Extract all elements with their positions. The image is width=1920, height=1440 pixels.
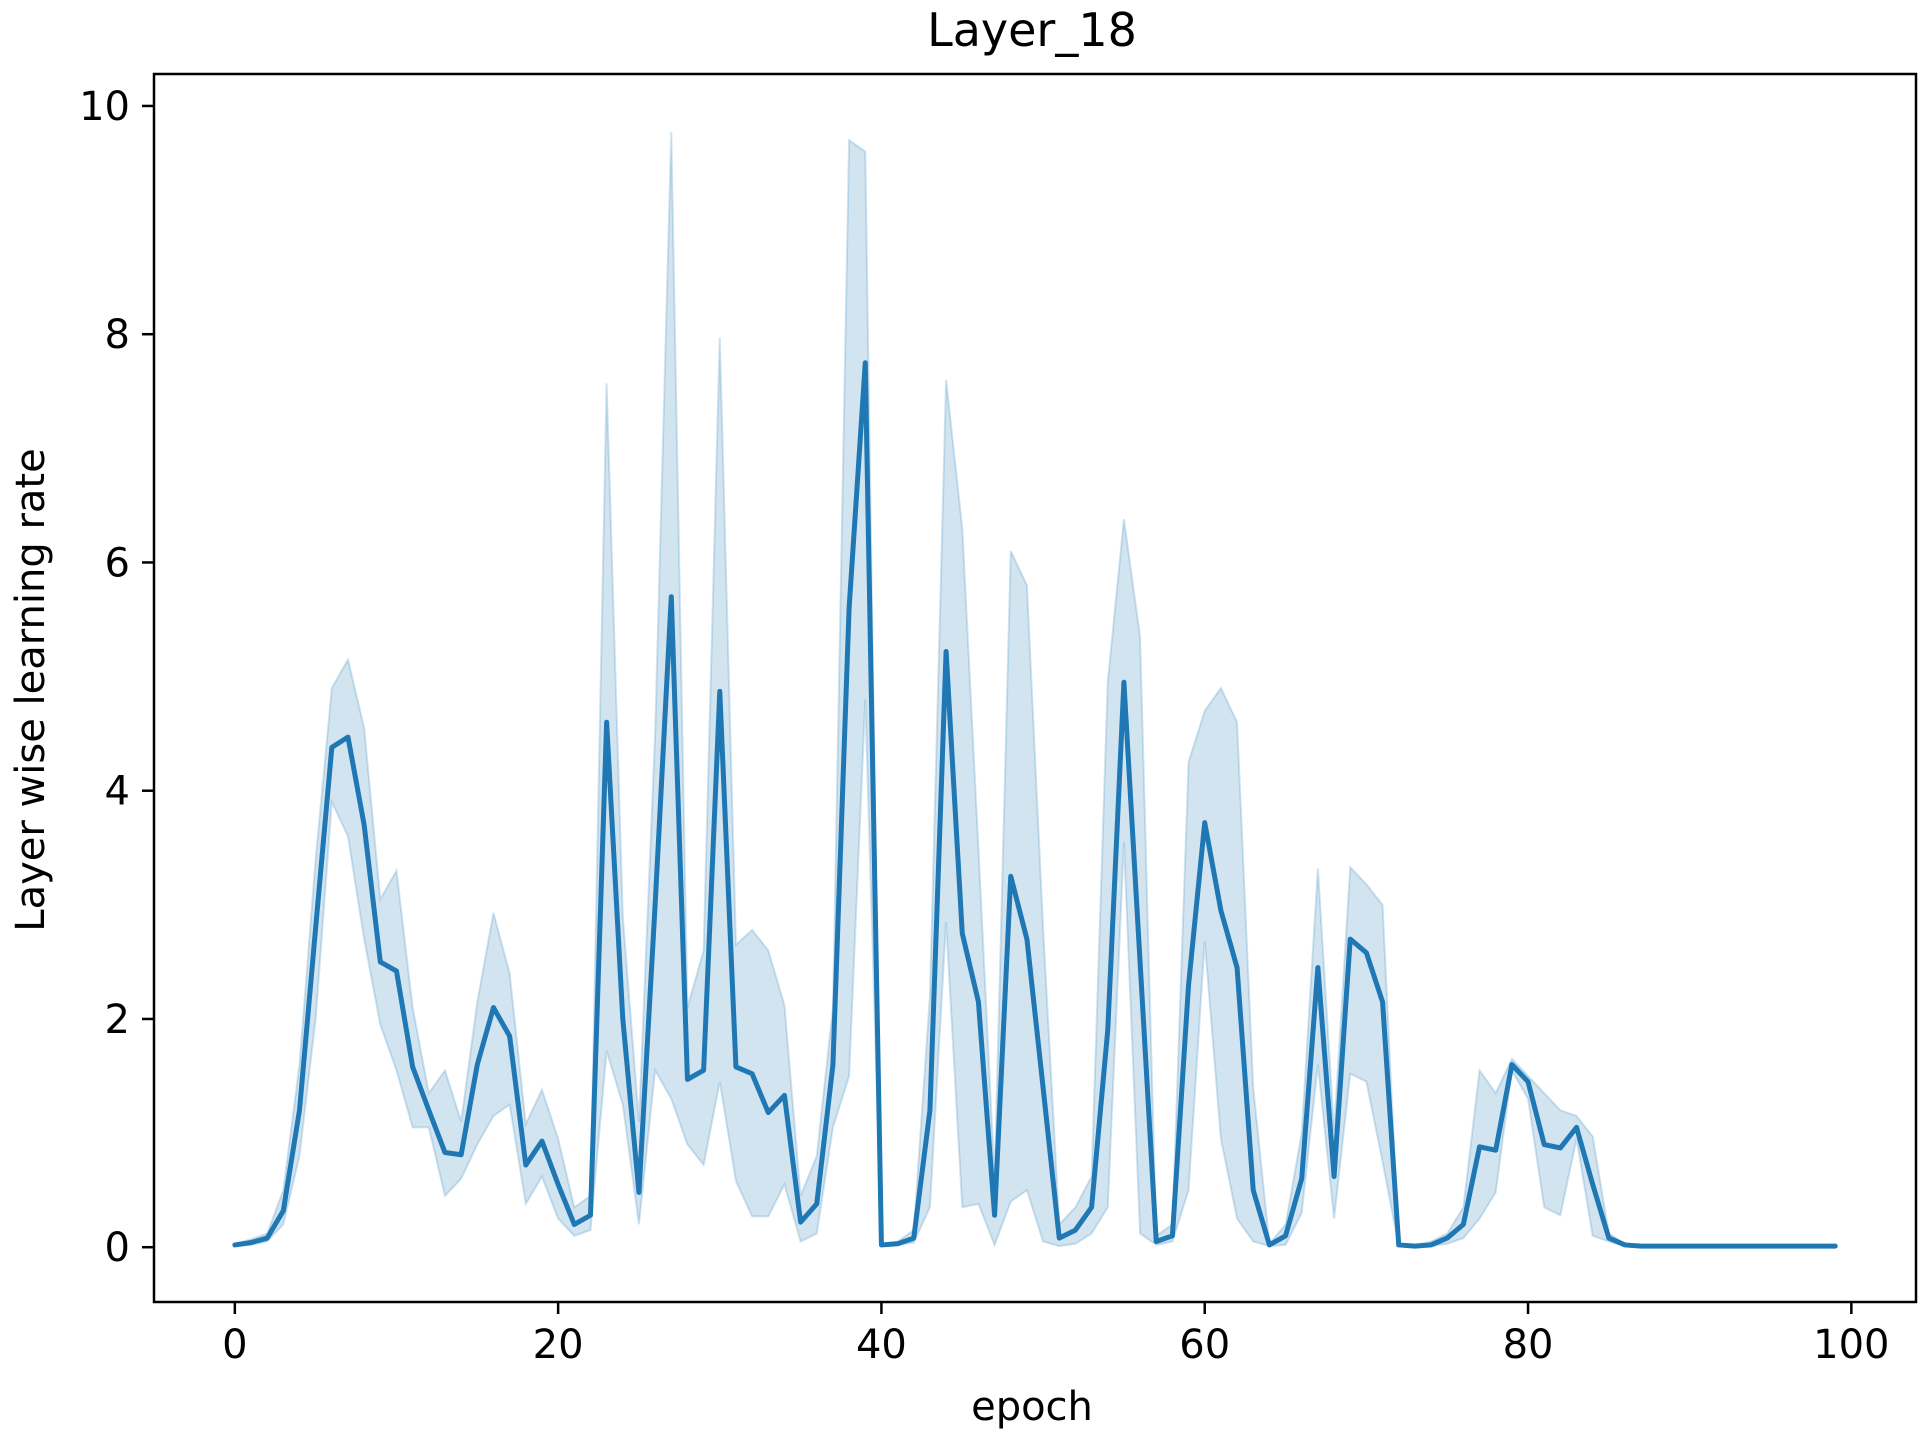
y-tick-label: 6 (105, 540, 130, 586)
axes: 0 20 40 60 80 100 0 2 4 6 8 10 (79, 72, 1918, 1368)
y-tick-label: 8 (105, 312, 130, 358)
y-tick-label: 2 (105, 997, 130, 1043)
x-tick-label: 80 (1503, 1322, 1554, 1368)
axes-frame (152, 72, 1918, 1304)
plot-area (232, 132, 1838, 1249)
x-tick-label: 20 (533, 1322, 584, 1368)
x-axis-label: epoch (971, 1384, 1093, 1430)
y-tick-label: 10 (79, 84, 130, 130)
series-line (232, 360, 1838, 1249)
y-axis-label: Layer wise learning rate (8, 448, 54, 931)
x-tick-label: 60 (1179, 1322, 1230, 1368)
x-tick-label: 0 (222, 1322, 247, 1368)
y-tick-label: 4 (105, 769, 130, 815)
chart-title: Layer_18 (927, 3, 1137, 57)
x-tick-label: 40 (856, 1322, 907, 1368)
y-tick-label: 0 (105, 1225, 130, 1271)
x-tick-label: 100 (1813, 1322, 1889, 1368)
